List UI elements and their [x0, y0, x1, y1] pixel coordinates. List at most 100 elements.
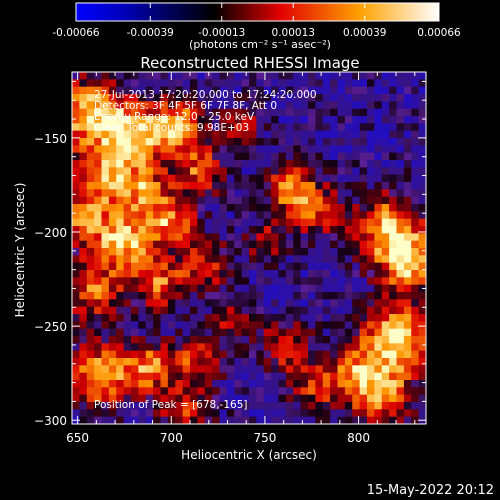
- x-tick: 700: [160, 72, 183, 445]
- x-tick: 800: [347, 72, 370, 445]
- heatmap-cell: [330, 196, 339, 205]
- heatmap-cell: [79, 160, 88, 168]
- heatmap-cell: [79, 387, 88, 396]
- heatmap-cell: [330, 292, 339, 300]
- heatmap-cell: [204, 365, 213, 374]
- heatmap-cell: [131, 255, 139, 264]
- heatmap-cell: [315, 365, 324, 374]
- heatmap-cell: [167, 248, 176, 256]
- heatmap-cell: [167, 145, 176, 154]
- heatmap-cell: [285, 306, 294, 315]
- heatmap-cell: [396, 174, 405, 183]
- heatmap-cell: [344, 284, 353, 293]
- heatmap-cell: [131, 204, 139, 212]
- heatmap-cell: [94, 189, 103, 198]
- heatmap-cell: [175, 336, 184, 344]
- heatmap-cell: [116, 94, 125, 102]
- heatmap-cell: [226, 123, 235, 132]
- heatmap-cell: [374, 277, 383, 286]
- heatmap-cell: [182, 277, 191, 286]
- heatmap-cell: [145, 416, 154, 424]
- heatmap-cell: [300, 108, 309, 117]
- heatmap-cell: [101, 79, 110, 88]
- heatmap-cell: [389, 350, 398, 359]
- heatmap-cell: [367, 160, 375, 168]
- heatmap-cell: [190, 138, 198, 146]
- heatmap-cell: [219, 343, 228, 352]
- heatmap-cell: [396, 189, 405, 198]
- heatmap-cell: [300, 328, 309, 337]
- heatmap-cell: [190, 240, 198, 249]
- heatmap-cell: [330, 108, 339, 117]
- heatmap-cell: [352, 321, 361, 330]
- heatmap-cell: [204, 86, 213, 95]
- heatmap-cell: [167, 182, 176, 190]
- heatmap-cell: [256, 343, 265, 352]
- heatmap-cell: [330, 72, 339, 80]
- heatmap-cell: [359, 79, 368, 88]
- heatmap-cell: [101, 343, 110, 352]
- heatmap-cell: [300, 409, 309, 418]
- heatmap-cell: [108, 182, 117, 190]
- heatmap-cell: [403, 380, 412, 388]
- heatmap-cell: [190, 182, 198, 190]
- heatmap-cell: [175, 123, 184, 132]
- heatmap-cell: [249, 189, 257, 198]
- y-tick-label: −300: [34, 414, 67, 428]
- heatmap-cell: [153, 204, 162, 212]
- heatmap-cell: [381, 152, 390, 161]
- heatmap-cell: [308, 328, 316, 337]
- heatmap-cell: [278, 277, 287, 286]
- heatmap-cell: [226, 182, 235, 190]
- heatmap-cell: [108, 299, 117, 308]
- heatmap-cell: [234, 240, 243, 249]
- heatmap-cell: [411, 204, 420, 212]
- heatmap-cell: [197, 130, 206, 139]
- heatmap-cell: [241, 248, 250, 256]
- heatmap-cell: [293, 130, 302, 139]
- heatmap-cell: [263, 189, 272, 198]
- heatmap-cell: [86, 189, 95, 198]
- heatmap-cell: [116, 416, 125, 424]
- heatmap-cell: [79, 145, 88, 154]
- heatmap-cell: [175, 196, 184, 205]
- heatmap-cell: [344, 416, 353, 424]
- heatmap-cell: [241, 358, 250, 366]
- heatmap-cell: [330, 343, 339, 352]
- heatmap-cell: [352, 409, 361, 418]
- x-tick-label: 650: [66, 431, 89, 445]
- heatmap-cell: [352, 86, 361, 95]
- heatmap-cell: [190, 314, 198, 322]
- heatmap-cell: [116, 314, 125, 322]
- heatmap-cell: [182, 94, 191, 102]
- heatmap-cell: [330, 387, 339, 396]
- heatmap-cell: [315, 350, 324, 359]
- heatmap-cell: [374, 416, 383, 424]
- heatmap-cell: [123, 270, 132, 278]
- heatmap-cell: [367, 402, 375, 410]
- heatmap-cell: [190, 174, 198, 183]
- heatmap-cell: [411, 108, 420, 117]
- heatmap-cell: [175, 79, 184, 88]
- heatmap-cell: [352, 299, 361, 308]
- heatmap-cell: [293, 314, 302, 322]
- heatmap-cell: [293, 218, 302, 227]
- heatmap-cell: [389, 336, 398, 344]
- heatmap-cell: [226, 262, 235, 271]
- heatmap-cell: [86, 262, 95, 271]
- heatmap-cell: [271, 167, 280, 176]
- heatmap-cell: [411, 255, 420, 264]
- heatmap-cell: [278, 336, 287, 344]
- heatmap-cell: [79, 277, 88, 286]
- heatmap-cell: [138, 394, 147, 403]
- heatmap-cell: [160, 321, 169, 330]
- heatmap-cell: [396, 72, 405, 80]
- heatmap-cell: [374, 160, 383, 168]
- heatmap-cell: [278, 86, 287, 95]
- heatmap-cell: [315, 292, 324, 300]
- heatmap-cell: [131, 277, 139, 286]
- heatmap-cell: [411, 86, 420, 95]
- heatmap-cell: [204, 160, 213, 168]
- heatmap-cell: [212, 387, 221, 396]
- heatmap-cell: [308, 240, 316, 249]
